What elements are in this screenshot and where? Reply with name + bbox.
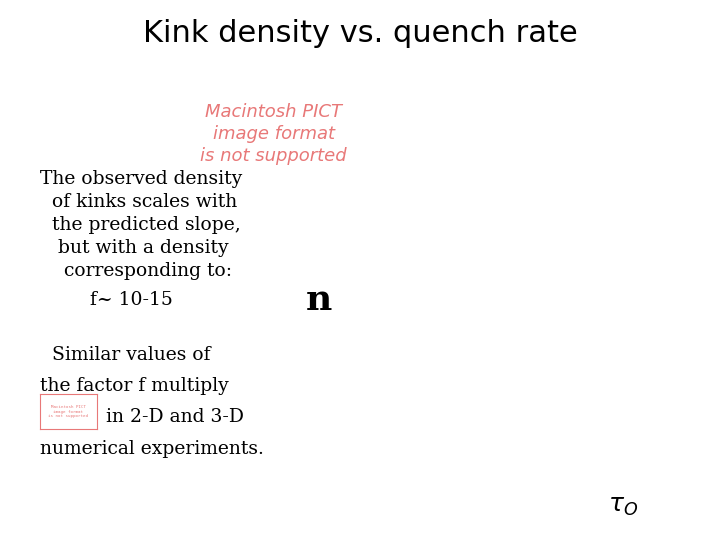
Text: Kink density vs. quench rate: Kink density vs. quench rate bbox=[143, 19, 577, 48]
Text: the factor f multiply: the factor f multiply bbox=[40, 377, 228, 395]
Text: Similar values of: Similar values of bbox=[40, 346, 210, 363]
Text: in 2-D and 3-D: in 2-D and 3-D bbox=[40, 408, 243, 426]
Text: Macintosh PICT
image format
is not supported: Macintosh PICT image format is not suppo… bbox=[48, 405, 89, 418]
Text: n: n bbox=[306, 283, 333, 316]
Text: f~ 10-15: f~ 10-15 bbox=[90, 291, 173, 309]
Text: Macintosh PICT
image format
is not supported: Macintosh PICT image format is not suppo… bbox=[200, 103, 347, 165]
Text: The observed density
  of kinks scales with
  the predicted slope,
   but with a: The observed density of kinks scales wit… bbox=[40, 170, 242, 280]
Text: numerical experiments.: numerical experiments. bbox=[40, 440, 264, 457]
Text: $\tau_O$: $\tau_O$ bbox=[608, 495, 638, 518]
